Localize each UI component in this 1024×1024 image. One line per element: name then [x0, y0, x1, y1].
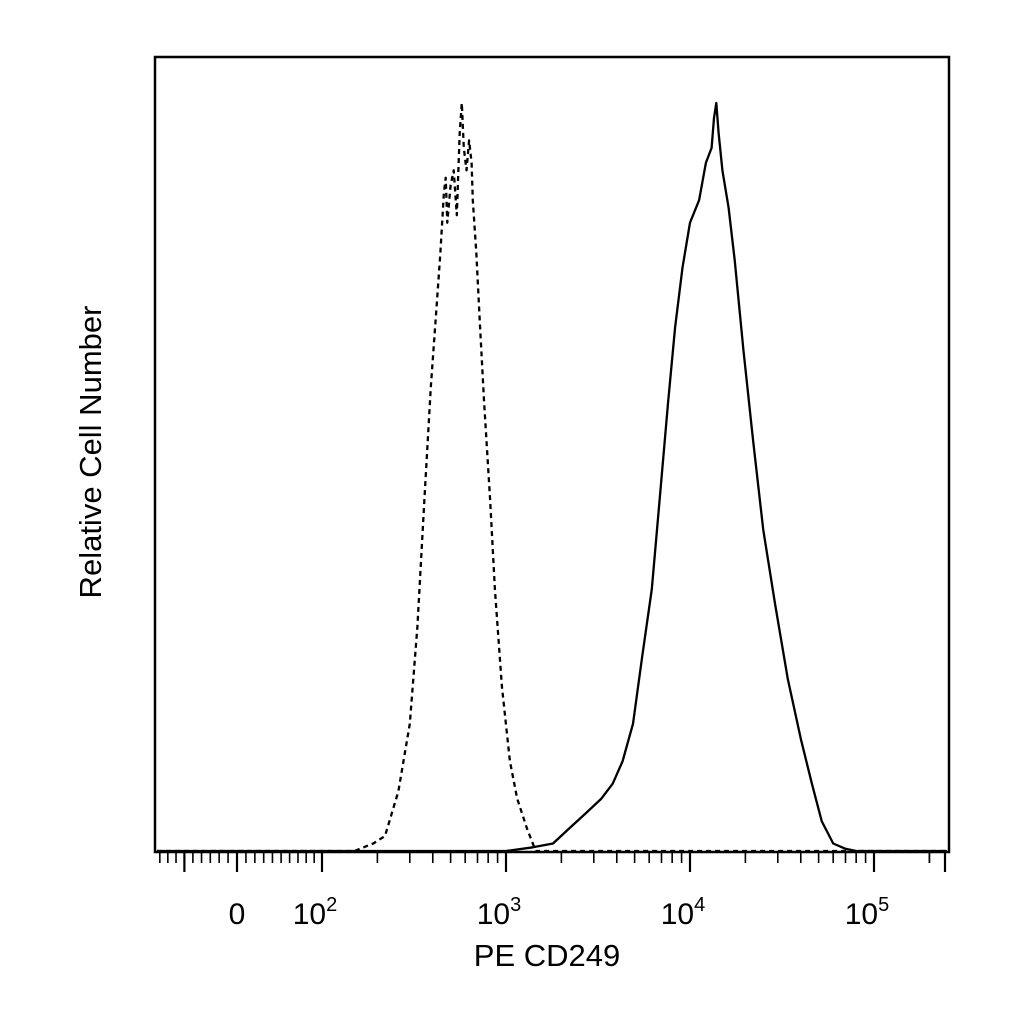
x-tick-label: 0 [229, 898, 246, 931]
series-layer [157, 101, 947, 853]
x-axis-label: PE CD249 [474, 938, 620, 973]
plot-frame [153, 55, 951, 854]
series-line-dashed [157, 101, 947, 853]
x-axis-tick-labels: 0 102 103 104 105 [229, 894, 890, 931]
x-tick-label: 102 [293, 894, 338, 931]
y-axis-label: Relative Cell Number [73, 306, 108, 599]
series-line-solid [157, 101, 947, 853]
x-axis-major-ticks [183, 852, 947, 872]
x-tick-label: 104 [661, 894, 706, 931]
x-tick-label: 103 [477, 894, 522, 931]
x-axis-minor-ticks [159, 852, 931, 863]
x-tick-label: 105 [845, 894, 890, 931]
